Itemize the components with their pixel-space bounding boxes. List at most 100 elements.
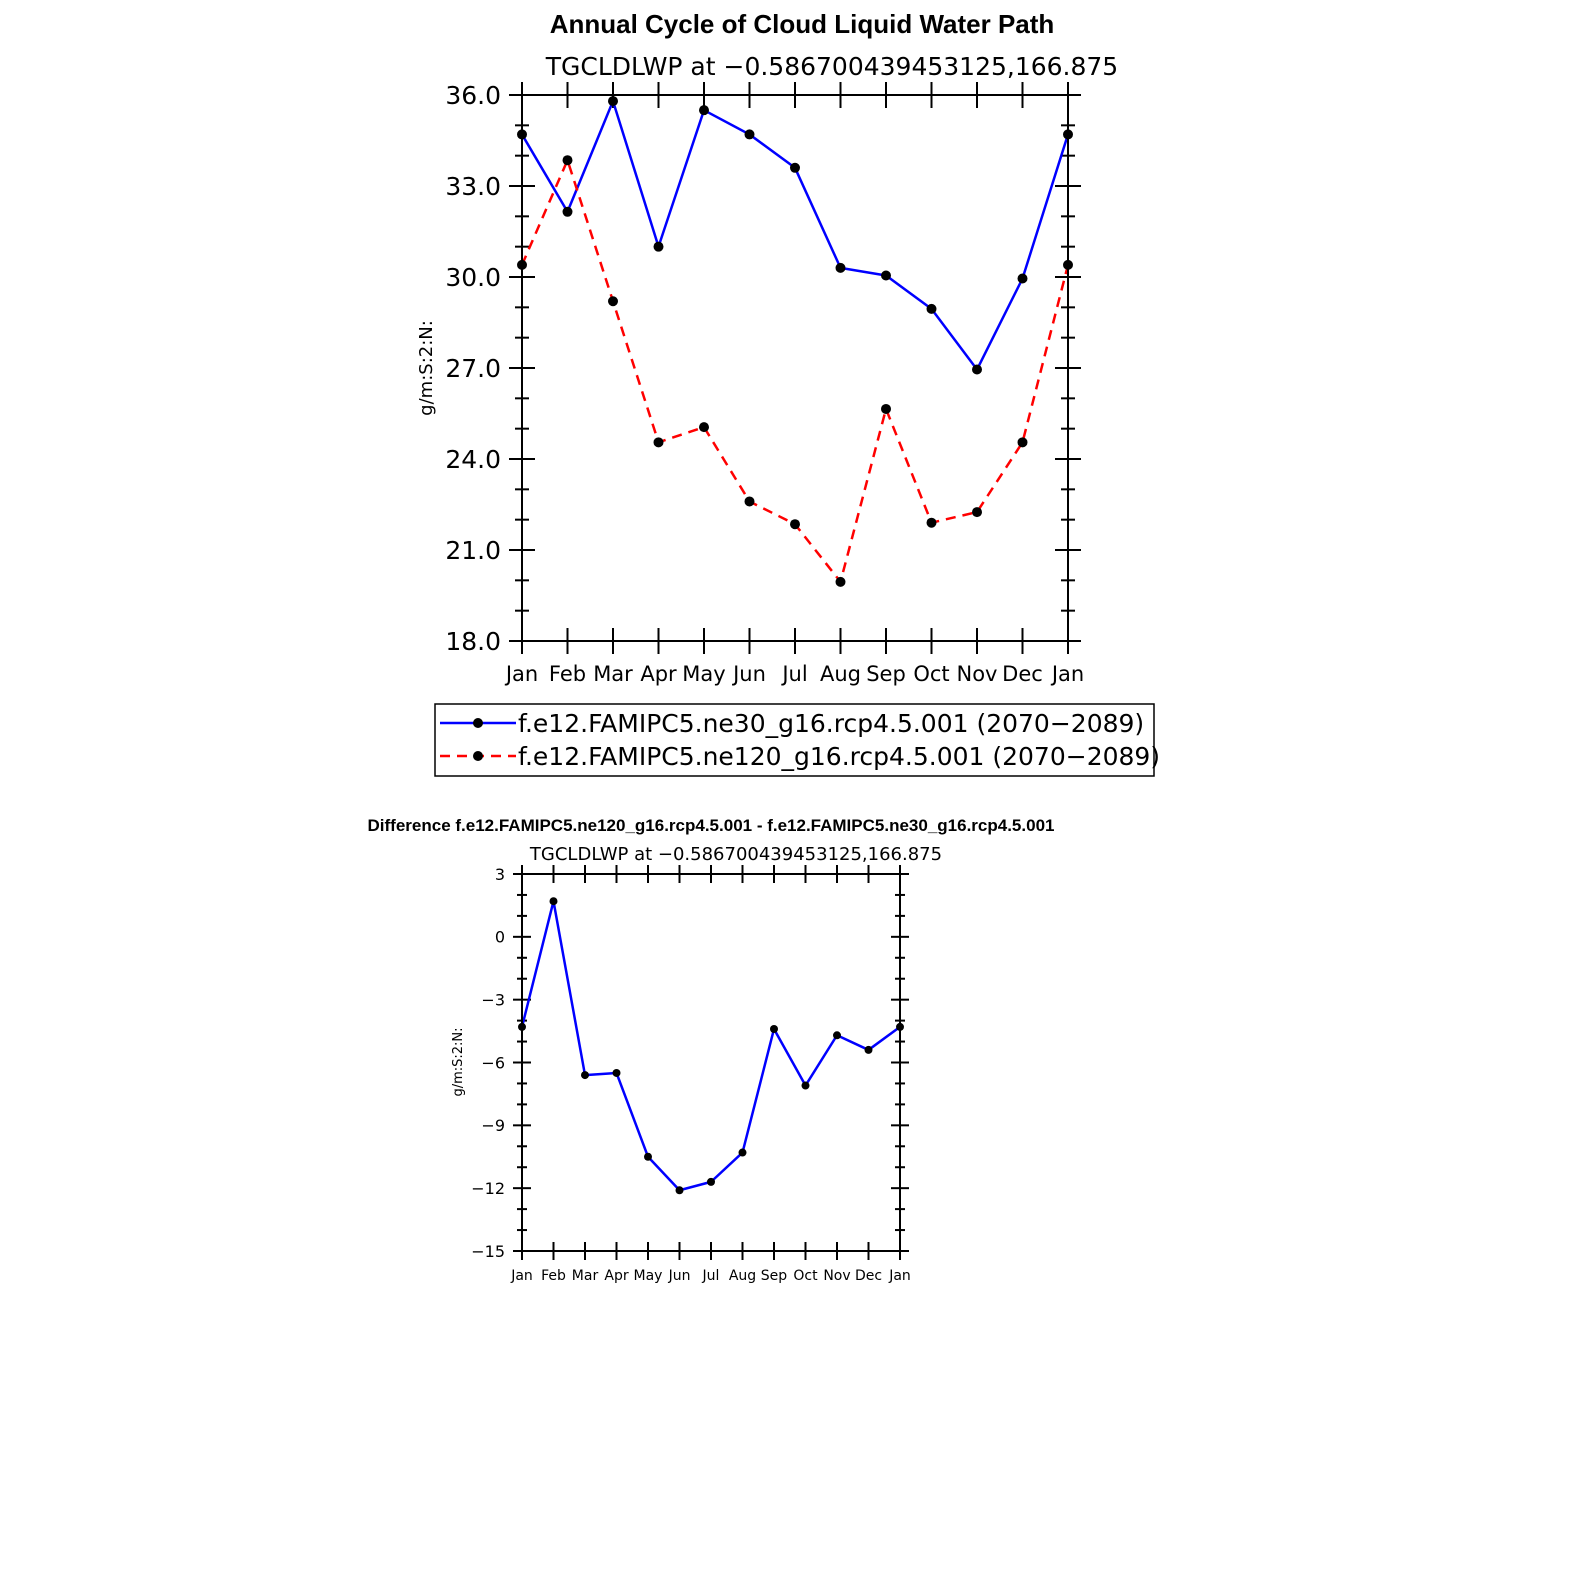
chart2-series: [518, 897, 904, 1195]
chart2-plot-frame: [521, 873, 901, 1252]
data-point: [644, 1152, 652, 1161]
y-tick-label: 21.0: [445, 536, 501, 565]
data-point: [926, 517, 937, 528]
x-tick-label: Feb: [541, 1268, 566, 1284]
chart1-plot-frame: [521, 94, 1069, 642]
chart1-y-tick-labels: 18.0 21.0 24.0 27.0 30.0 33.0 36.0: [445, 81, 501, 656]
chart1-ticks: [509, 82, 1081, 654]
data-point: [835, 576, 846, 587]
data-point: [972, 364, 982, 375]
chart1-legend: f.e12.FAMIPC5.ne30_g16.rcp4.5.001 (2070−…: [434, 703, 1160, 777]
x-tick-label: May: [682, 662, 725, 686]
legend-marker-series-1: [473, 718, 483, 728]
x-tick-label: Mar: [572, 1268, 599, 1284]
x-tick-label: May: [634, 1268, 663, 1284]
chart1-y-axis-label: g/m:S:2:N:: [416, 320, 437, 416]
x-tick-label: Jan: [1050, 662, 1084, 686]
data-point: [653, 241, 664, 252]
data-point: [612, 1068, 621, 1077]
x-tick-label: Nov: [957, 662, 998, 686]
y-tick-label: −15: [471, 1242, 505, 1261]
y-tick-label: 33.0: [445, 172, 501, 201]
y-tick-label: −3: [481, 990, 505, 1009]
data-point: [972, 507, 982, 518]
chart2-x-tick-labels: Jan Feb Mar Apr May Jun Jul Aug Sep Oct Nov Dec Jan: [510, 1268, 911, 1284]
y-tick-label: 0: [495, 928, 505, 947]
data-point: [744, 129, 755, 140]
data-point: [801, 1081, 810, 1090]
data-point: [699, 105, 709, 116]
legend-label-series-1: f.e12.FAMIPC5.ne30_g16.rcp4.5.001 (2070−…: [518, 709, 1144, 738]
y-tick-label: −9: [481, 1116, 505, 1135]
data-point: [1017, 273, 1028, 284]
y-tick-label: −12: [471, 1179, 505, 1198]
data-point: [835, 262, 846, 273]
x-tick-label: Feb: [549, 662, 586, 686]
y-tick-label: −6: [481, 1053, 505, 1072]
y-tick-label: 3: [495, 865, 505, 884]
data-point: [699, 422, 709, 433]
x-tick-label: Oct: [793, 1268, 818, 1284]
chart2-ticks: [513, 865, 909, 1260]
data-point: [562, 155, 573, 166]
x-tick-label: Jan: [888, 1268, 911, 1284]
data-point: [790, 162, 800, 173]
x-tick-label: Nov: [823, 1268, 850, 1284]
x-tick-label: Jul: [702, 1268, 720, 1284]
x-tick-label: Apr: [640, 662, 677, 686]
data-point: [790, 519, 800, 530]
data-point: [581, 1071, 589, 1080]
annual-cycle-chart: Annual Cycle of Cloud Liquid Water Path …: [416, 9, 1160, 777]
y-tick-label: 36.0: [445, 81, 501, 110]
x-tick-label: Aug: [729, 1268, 756, 1284]
series-line-1: [520, 99, 1070, 371]
data-point: [881, 270, 891, 281]
chart2-y-axis-label: g/m:S:2:N:: [451, 1027, 466, 1096]
x-tick-label: Mar: [593, 662, 633, 686]
chart1-x-tick-labels: Jan Feb Mar Apr May Jun Jul Aug Sep Oct Nov Dec Jan: [504, 662, 1084, 686]
chart1-series: [517, 96, 1073, 587]
y-tick-label: 24.0: [445, 445, 501, 474]
data-point: [653, 437, 664, 448]
legend-label-series-2: f.e12.FAMIPC5.ne120_g16.rcp4.5.001 (2070…: [518, 742, 1160, 771]
x-tick-label: Dec: [855, 1268, 882, 1284]
x-tick-label: Aug: [820, 662, 861, 686]
data-point: [675, 1186, 684, 1195]
x-tick-label: Sep: [761, 1268, 788, 1284]
chart2-title: Difference f.e12.FAMIPC5.ne120_g16.rcp4.…: [368, 816, 1055, 835]
x-tick-label: Jan: [504, 662, 538, 686]
data-point: [1017, 437, 1028, 448]
data-point: [770, 1024, 778, 1033]
y-tick-label: 27.0: [445, 354, 501, 383]
data-point: [744, 496, 755, 507]
x-tick-label: Jun: [668, 1268, 691, 1284]
y-tick-label: 18.0: [445, 627, 501, 656]
x-tick-label: Jul: [780, 662, 807, 686]
x-tick-label: Jan: [510, 1268, 533, 1284]
data-point: [833, 1031, 841, 1040]
x-tick-label: Sep: [866, 662, 906, 686]
data-point: [926, 303, 937, 314]
data-point: [562, 206, 573, 217]
x-tick-label: Jun: [731, 662, 766, 686]
data-point: [881, 403, 891, 414]
chart1-title: Annual Cycle of Cloud Liquid Water Path: [550, 9, 1055, 39]
y-tick-label: 30.0: [445, 263, 501, 292]
data-point: [608, 96, 618, 107]
chart2-y-tick-labels: −15 −12 −9 −6 −3 0 3: [471, 865, 505, 1261]
data-point: [549, 897, 558, 906]
legend-marker-series-2: [473, 751, 483, 761]
chart2-subtitle: TGCLDLWP at −0.586700439453125,166.875: [529, 844, 942, 865]
series-line-2: [520, 158, 1070, 584]
series-line-1: [520, 899, 901, 1192]
data-point: [738, 1148, 747, 1157]
x-tick-label: Oct: [913, 662, 949, 686]
difference-chart: Difference f.e12.FAMIPC5.ne120_g16.rcp4.…: [368, 816, 1055, 1284]
data-point: [608, 296, 618, 307]
x-tick-label: Dec: [1002, 662, 1043, 686]
chart1-subtitle: TGCLDLWP at −0.586700439453125,166.875: [545, 52, 1118, 81]
data-point: [707, 1177, 715, 1186]
x-tick-label: Apr: [604, 1268, 628, 1284]
data-point: [864, 1045, 873, 1054]
